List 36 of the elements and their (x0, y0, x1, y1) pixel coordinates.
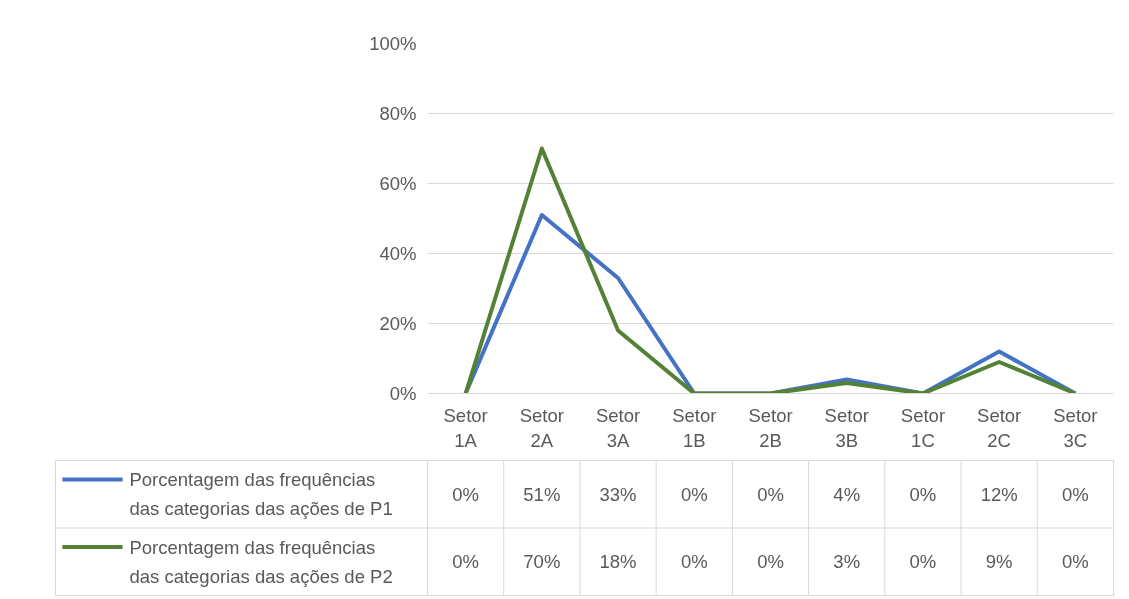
y-tick-label: 60% (379, 173, 417, 194)
data-label: 4% (833, 483, 861, 505)
data-label: 0% (452, 483, 479, 505)
data-label: 0% (680, 483, 708, 505)
x-tick-label: Setor 1C (900, 404, 946, 451)
x-tick-label: Setor 3C (1053, 404, 1098, 451)
x-tick-label: Setor 2A (519, 404, 564, 451)
data-label: 0% (680, 551, 708, 573)
x-tick-label: Setor 3B (824, 404, 869, 451)
line-series (463, 146, 1078, 394)
y-tick-label: 100% (369, 33, 417, 54)
data-label: 0% (1062, 551, 1089, 573)
data-label: 0% (757, 483, 784, 505)
data-label: 0% (1062, 483, 1089, 505)
data-label: 33% (599, 483, 637, 505)
x-tick-label: Setor 1A (443, 404, 488, 451)
x-tick-label: Setor 2B (748, 404, 793, 451)
x-tick-label: Setor 1B (672, 404, 717, 451)
data-label: 12% (980, 483, 1018, 505)
y-tick-label: 40% (379, 243, 417, 264)
legend-label: Porcentagem das frequências das categorias das ações de P2 (129, 536, 393, 587)
legend-label: Porcentagem das frequências das categorias das ações de P1 (129, 469, 393, 520)
x-tick-label: Setor 3A (595, 404, 641, 451)
data-label: 9% (985, 551, 1013, 573)
y-tick-label: 20% (379, 313, 417, 334)
data-label: 0% (909, 551, 937, 573)
y-tick-label: 0% (389, 383, 417, 404)
data-label: 0% (757, 551, 784, 573)
data-label: 3% (833, 551, 861, 573)
data-label: 18% (599, 551, 637, 573)
x-tick-label: Setor 2C (977, 404, 1022, 451)
data-label: 0% (452, 551, 479, 573)
data-label: 70% (523, 551, 561, 573)
data-label: 51% (523, 483, 561, 505)
data-label: 0% (909, 483, 937, 505)
y-tick-label: 80% (379, 103, 417, 124)
